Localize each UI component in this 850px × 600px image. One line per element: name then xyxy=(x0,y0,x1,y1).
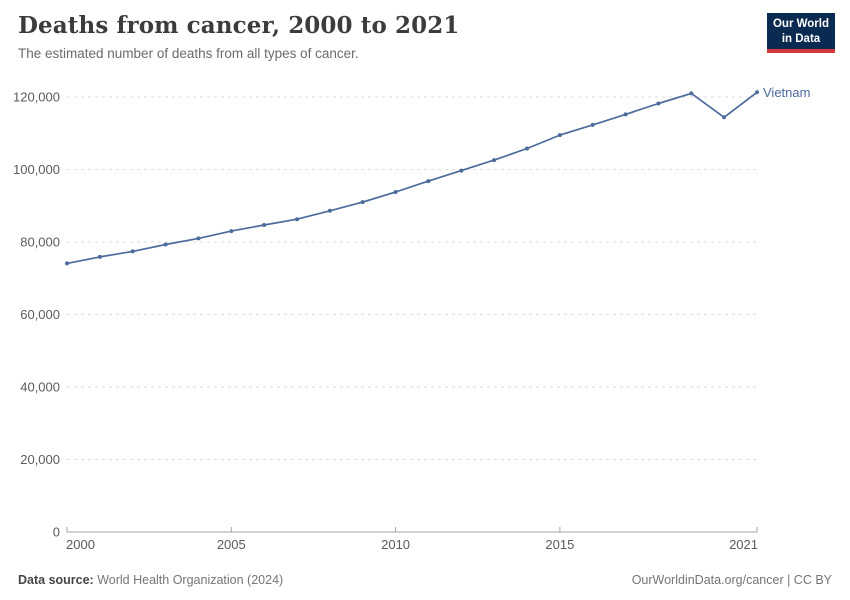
owid-logo[interactable]: Our World in Data xyxy=(767,13,835,54)
data-point[interactable] xyxy=(623,112,628,117)
data-point[interactable] xyxy=(459,168,464,173)
y-tick-label: 20,000 xyxy=(20,452,60,467)
data-point[interactable] xyxy=(196,236,201,241)
x-tick-label: 2005 xyxy=(217,537,246,552)
data-source: Data source: World Health Organization (… xyxy=(18,573,283,587)
data-point[interactable] xyxy=(360,200,365,205)
data-point[interactable] xyxy=(689,91,694,96)
data-point[interactable] xyxy=(755,90,759,95)
y-tick-label: 120,000 xyxy=(13,90,60,105)
data-point[interactable] xyxy=(525,146,529,151)
y-tick-label: 0 xyxy=(53,525,60,540)
y-tick-label: 80,000 xyxy=(20,235,60,250)
data-source-label: Data source: xyxy=(18,573,94,587)
data-point[interactable] xyxy=(426,179,431,184)
chart-header: Deaths from cancer, 2000 to 2021 The est… xyxy=(18,12,740,61)
chart-footer: Data source: World Health Organization (… xyxy=(18,573,832,587)
data-point[interactable] xyxy=(65,261,69,266)
chart-subtitle: The estimated number of deaths from all … xyxy=(18,46,359,61)
x-tick-label: 2010 xyxy=(381,537,410,552)
series-label[interactable]: Vietnam xyxy=(763,85,810,100)
y-tick-label: 40,000 xyxy=(20,380,60,395)
data-point[interactable] xyxy=(163,242,168,247)
data-point[interactable] xyxy=(393,190,398,194)
data-point[interactable] xyxy=(327,208,332,213)
data-point[interactable] xyxy=(656,101,661,106)
data-point[interactable] xyxy=(590,122,595,127)
x-tick-label: 2015 xyxy=(545,537,574,552)
data-point[interactable] xyxy=(295,217,299,222)
data-point[interactable] xyxy=(492,158,497,163)
page-title: Deaths from cancer, 2000 to 2021 xyxy=(18,12,460,39)
y-tick-label: 100,000 xyxy=(13,162,60,177)
data-point[interactable] xyxy=(97,254,102,259)
credit-link[interactable]: OurWorldinData.org/cancer | CC BY xyxy=(631,573,832,587)
owid-logo-line2: in Data xyxy=(781,32,821,45)
series-line[interactable] xyxy=(66,91,758,265)
data-source-text: World Health Organization (2024) xyxy=(93,573,284,587)
owid-logo-line1: Our World xyxy=(772,18,829,30)
data-point[interactable] xyxy=(130,249,135,254)
x-tick-label: 2021 xyxy=(729,537,758,552)
data-point[interactable] xyxy=(722,115,727,120)
x-tick-label: 2000 xyxy=(66,537,95,552)
data-point[interactable] xyxy=(557,133,562,138)
y-tick-label: 60,000 xyxy=(20,307,60,322)
data-point[interactable] xyxy=(229,229,234,234)
data-point[interactable] xyxy=(262,223,267,227)
